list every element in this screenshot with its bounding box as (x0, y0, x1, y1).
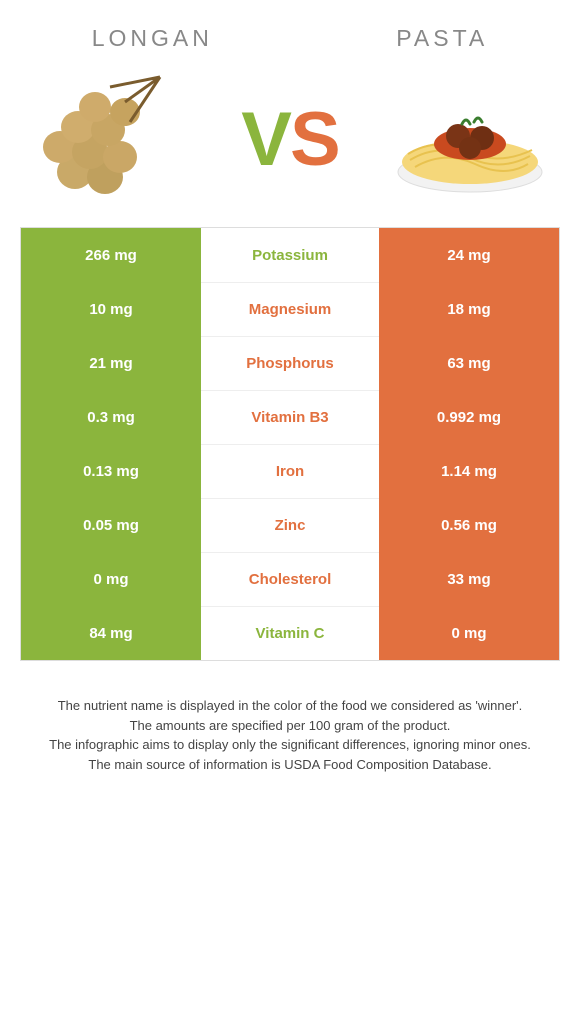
cell-nutrient-name: Cholesterol (201, 552, 379, 606)
cell-nutrient-name: Vitamin C (201, 606, 379, 660)
cell-right-value: 18 mg (379, 282, 559, 336)
footer-line-3: The infographic aims to display only the… (30, 735, 550, 755)
table-row: 266 mgPotassium24 mg (21, 228, 559, 282)
table-row: 84 mgVitamin C0 mg (21, 606, 559, 660)
cell-nutrient-name: Iron (201, 444, 379, 498)
title-left: Longan (92, 25, 213, 52)
cell-left-value: 0.13 mg (21, 444, 201, 498)
cell-left-value: 21 mg (21, 336, 201, 390)
cell-left-value: 266 mg (21, 228, 201, 282)
cell-left-value: 84 mg (21, 606, 201, 660)
cell-left-value: 10 mg (21, 282, 201, 336)
pasta-icon (390, 72, 550, 207)
table-row: 0 mgCholesterol33 mg (21, 552, 559, 606)
footer-line-1: The nutrient name is displayed in the co… (30, 696, 550, 716)
table-row: 0.05 mgZinc0.56 mg (21, 498, 559, 552)
cell-right-value: 24 mg (379, 228, 559, 282)
cell-right-value: 63 mg (379, 336, 559, 390)
longan-icon (30, 72, 190, 207)
cell-right-value: 33 mg (379, 552, 559, 606)
cell-right-value: 0 mg (379, 606, 559, 660)
cell-left-value: 0.05 mg (21, 498, 201, 552)
cell-left-value: 0.3 mg (21, 390, 201, 444)
table-row: 21 mgPhosphorus63 mg (21, 336, 559, 390)
cell-nutrient-name: Zinc (201, 498, 379, 552)
title-right: Pasta (396, 25, 488, 52)
cell-right-value: 0.56 mg (379, 498, 559, 552)
cell-right-value: 0.992 mg (379, 390, 559, 444)
table-row: 0.3 mgVitamin B30.992 mg (21, 390, 559, 444)
cell-nutrient-name: Potassium (201, 228, 379, 282)
vs-label: VS (241, 96, 338, 183)
footer: The nutrient name is displayed in the co… (30, 696, 550, 774)
cell-left-value: 0 mg (21, 552, 201, 606)
cell-nutrient-name: Phosphorus (201, 336, 379, 390)
cell-nutrient-name: Vitamin B3 (201, 390, 379, 444)
images-row: VS (0, 62, 580, 227)
footer-line-4: The main source of information is USDA F… (30, 755, 550, 775)
footer-line-2: The amounts are specified per 100 gram o… (30, 716, 550, 736)
cell-right-value: 1.14 mg (379, 444, 559, 498)
comparison-table: 266 mgPotassium24 mg10 mgMagnesium18 mg2… (20, 227, 560, 661)
table-row: 10 mgMagnesium18 mg (21, 282, 559, 336)
vs-v: V (241, 97, 290, 182)
header: Longan Pasta (0, 10, 580, 62)
table-row: 0.13 mgIron1.14 mg (21, 444, 559, 498)
vs-s: S (290, 97, 339, 182)
cell-nutrient-name: Magnesium (201, 282, 379, 336)
